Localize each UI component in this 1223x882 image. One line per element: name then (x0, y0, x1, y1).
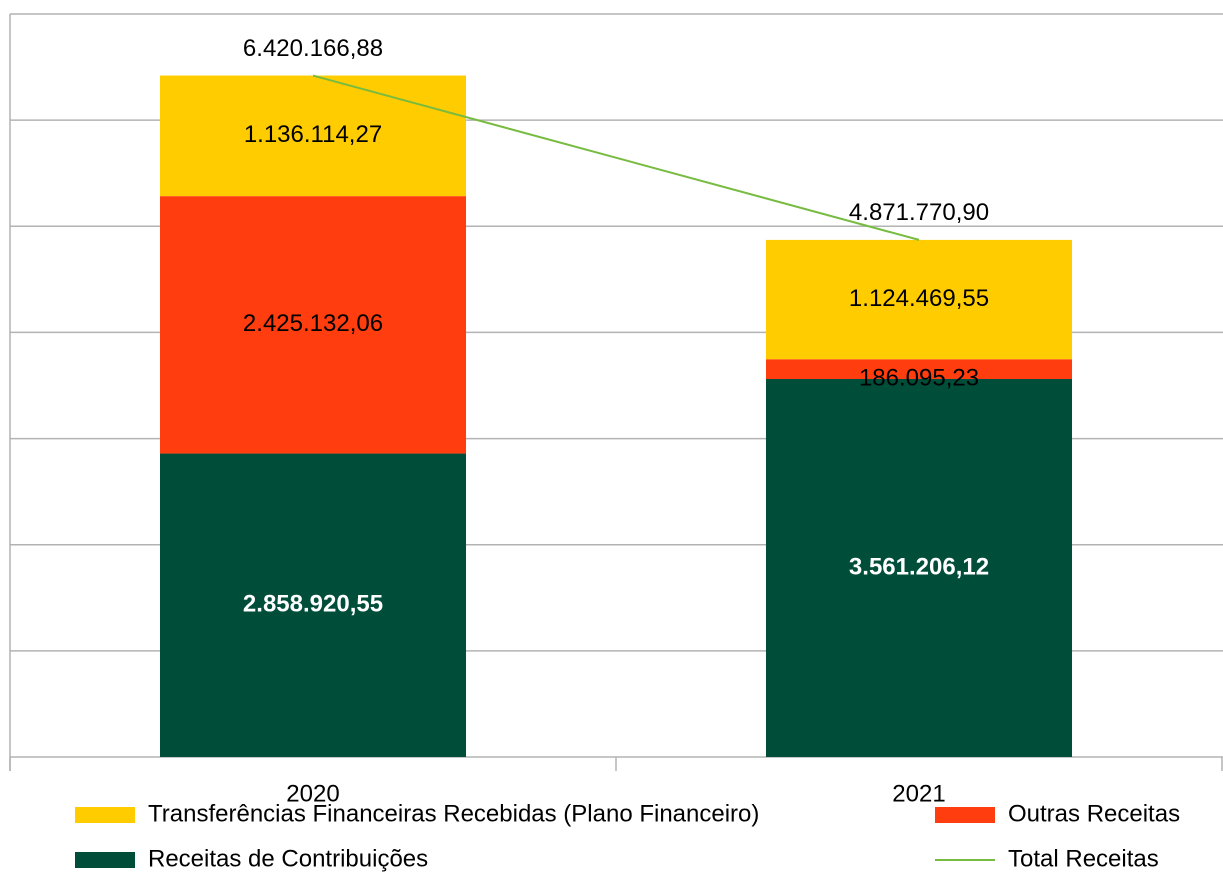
value-label: 1.136.114,27 (244, 121, 382, 148)
legend-label: Transferências Financeiras Recebidas (Pl… (148, 800, 759, 827)
bar (765, 379, 1073, 757)
value-label: 2.858.920,55 (243, 591, 383, 618)
bar (159, 75, 467, 197)
value-label: 2.425.132,06 (243, 310, 383, 337)
x-tick-label: 2021 (892, 780, 945, 807)
line (312, 74, 920, 241)
legend-label: Total Receitas (1008, 845, 1159, 872)
bar (765, 359, 1073, 380)
bar (159, 196, 467, 454)
value-label: 3.561.206,12 (849, 553, 989, 580)
value-label: 1.124.469,55 (849, 285, 989, 312)
value-label: 4.871.770,90 (849, 199, 989, 226)
legend-swatch (75, 852, 135, 868)
legend-swatch (75, 807, 135, 823)
legend-swatch (935, 807, 995, 823)
bar (159, 453, 467, 757)
legend-label: Receitas de Contribuições (148, 845, 428, 872)
value-label: 6.420.166,88 (243, 35, 383, 62)
value-label: 186.095,23 (859, 364, 979, 391)
legend-label: Outras Receitas (1008, 800, 1180, 827)
bar (765, 239, 1073, 360)
x-tick-label: 2020 (286, 780, 339, 807)
